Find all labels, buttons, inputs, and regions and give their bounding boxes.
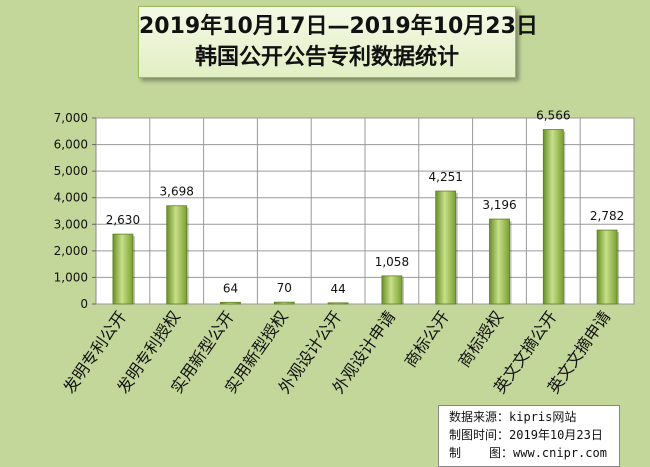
y-tick-label: 1,000 <box>54 270 88 284</box>
bar-value-label: 2,630 <box>106 213 140 227</box>
bar <box>166 205 188 305</box>
bar <box>489 218 510 305</box>
bar-value-label: 44 <box>330 282 345 296</box>
y-tick-label: 5,000 <box>54 164 88 178</box>
x-tick-label: 商标公开 <box>401 307 453 370</box>
bar-value-label: 70 <box>277 281 292 295</box>
bar <box>220 301 241 305</box>
source-value: kipris网站 <box>509 410 577 424</box>
bar-value-label: 6,566 <box>536 109 570 123</box>
bar <box>381 275 403 305</box>
bars <box>112 129 620 305</box>
bar <box>596 229 618 305</box>
y-tick-label: 4,000 <box>54 191 88 205</box>
source-info-box: 数据来源：kipris网站 制图时间：2019年10月23日 制 图：www.cn… <box>438 405 620 467</box>
bar <box>273 301 295 305</box>
y-tick-label: 6,000 <box>54 138 88 152</box>
bar <box>327 302 349 305</box>
bar-value-label: 3,196 <box>482 198 516 212</box>
maker-label-1: 制 <box>449 446 462 460</box>
x-tick-label: 商标授权 <box>454 307 506 370</box>
source-row: 数据来源：kipris网站 <box>449 408 619 426</box>
y-tick-label: 2,000 <box>54 244 88 258</box>
data-labels: 2,630 3,698 64 70 44 1,058 4,251 3,196 6,566 2,78… <box>106 109 625 296</box>
maker-row: 制 图：www.cnipr.com <box>449 444 619 462</box>
source-label: 数据来源： <box>449 410 510 424</box>
chart-title-subject: 韩国公开公告专利数据统计 <box>194 45 459 70</box>
bar-value-label: 4,251 <box>429 170 463 184</box>
y-tick-label: 0 <box>80 297 88 311</box>
bar <box>542 129 564 305</box>
chart-title-box: 2019年10月17日—2019年10月23日 韩国公开公告专利数据统计 <box>138 6 538 78</box>
maker-label-2: 图： <box>489 446 514 460</box>
y-tick-label: 7,000 <box>54 111 88 125</box>
bar <box>435 190 457 305</box>
bar-value-label: 1,058 <box>375 255 409 269</box>
time-row: 制图时间：2019年10月23日 <box>449 426 619 444</box>
time-value: 2019年10月23日 <box>509 428 603 442</box>
time-label: 制图时间： <box>449 428 510 442</box>
bar-value-label: 3,698 <box>160 185 194 199</box>
bar-value-label: 64 <box>223 281 238 295</box>
y-tick-label: 3,000 <box>54 217 88 231</box>
bar <box>112 233 134 305</box>
y-axis-ticks: 0 1,000 2,000 3,000 4,000 5,000 6,000 7,000 <box>54 111 96 311</box>
bar-value-label: 2,782 <box>590 209 624 223</box>
maker-value: www.cnipr.com <box>513 446 607 460</box>
chart-title-date-range: 2019年10月17日—2019年10月23日 <box>139 14 538 39</box>
